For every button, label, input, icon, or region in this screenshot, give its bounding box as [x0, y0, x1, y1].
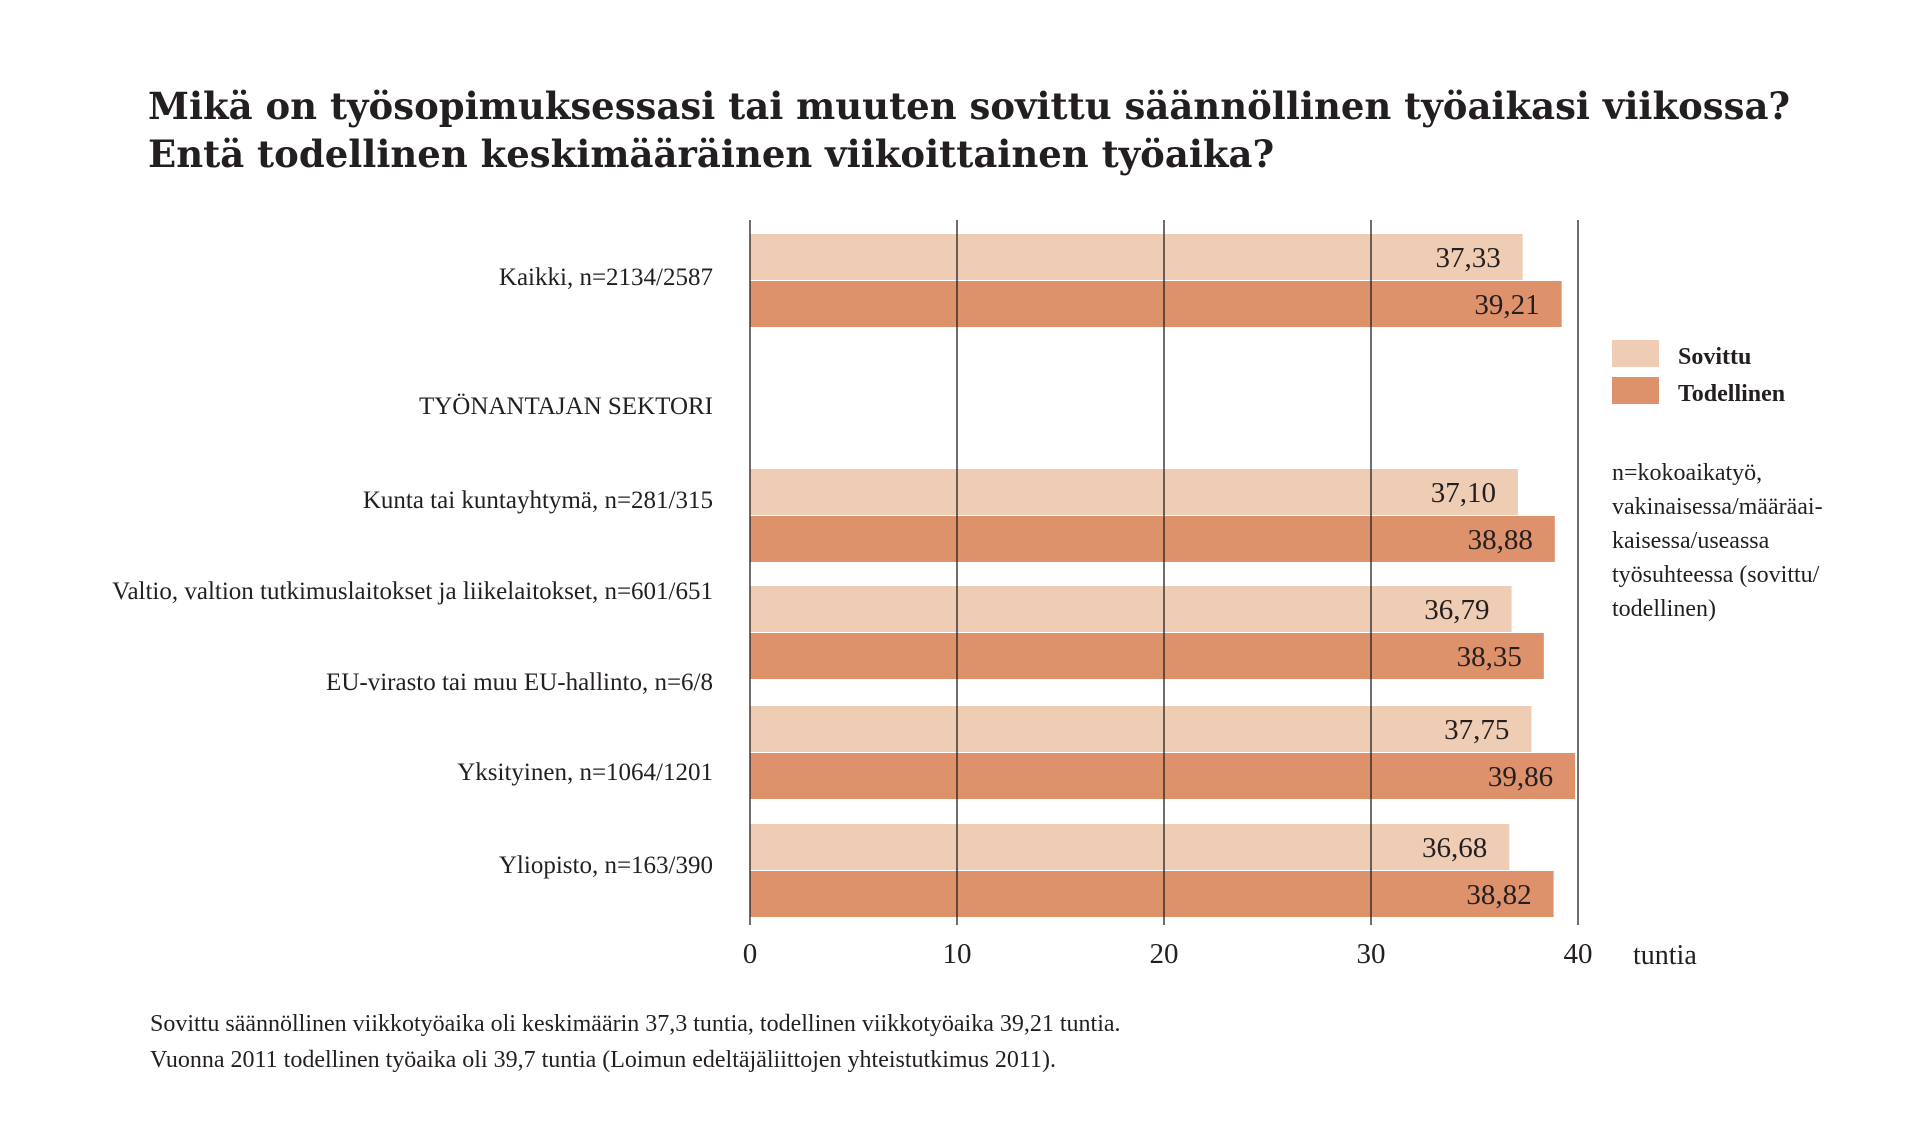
- legend-swatch: [1612, 377, 1659, 404]
- x-tick-label: 20: [1150, 938, 1179, 970]
- x-tick-label: 10: [943, 938, 972, 970]
- bar-todellinen: [750, 281, 1562, 327]
- note-line: vakinaisessa/määräai-: [1612, 494, 1823, 520]
- x-axis-unit-label: tuntia: [1633, 940, 1697, 971]
- x-tick-label: 0: [743, 938, 758, 970]
- note-line: n=kokoaikatyö,: [1612, 460, 1763, 486]
- data-label: 39,21: [1474, 289, 1539, 321]
- note-line: kaisessa/useassa: [1612, 528, 1770, 554]
- category-label: Kunta tai kuntayhtymä, n=281/315: [363, 487, 713, 514]
- chart-title: Mikä on työsopimuksessasi tai muuten sov…: [148, 82, 1790, 178]
- note-line: työsuhteessa (sovittu/: [1612, 562, 1820, 588]
- bar-sovittu: [750, 586, 1512, 632]
- footer-line: Vuonna 2011 todellinen työaika oli 39,7 …: [150, 1047, 1056, 1073]
- x-tick-label: 40: [1564, 938, 1593, 970]
- footer-line: Sovittu säännöllinen viikkotyöaika oli k…: [150, 1011, 1121, 1037]
- x-tick-label: 30: [1357, 938, 1386, 970]
- category-label: Yksityinen, n=1064/1201: [457, 759, 713, 786]
- category-label: Valtio, valtion tutkimuslaitokset ja lii…: [112, 578, 713, 605]
- bar-todellinen: [750, 871, 1554, 917]
- category-label: Yliopisto, n=163/390: [499, 852, 713, 879]
- data-label: 38,82: [1466, 879, 1531, 911]
- bar-todellinen: [750, 516, 1555, 562]
- bar-todellinen: [750, 753, 1576, 799]
- category-label: Kaikki, n=2134/2587: [499, 264, 713, 291]
- data-label: 37,10: [1431, 477, 1496, 509]
- category-label: EU-virasto tai muu EU-hallinto, n=6/8: [326, 669, 713, 696]
- legend-swatch: [1612, 340, 1659, 367]
- data-label: 38,35: [1457, 641, 1522, 673]
- sample-size-note: n=kokoaikatyö, vakinaisessa/määräai- kai…: [1612, 456, 1892, 626]
- data-label: 38,88: [1468, 524, 1533, 556]
- chart-title-line: Mikä on työsopimuksessasi tai muuten sov…: [148, 84, 1791, 128]
- section-label: TYÖNANTAJAN SEKTORI: [419, 393, 713, 420]
- data-label: 36,68: [1422, 832, 1487, 864]
- footer-text: Sovittu säännöllinen viikkotyöaika oli k…: [150, 1006, 1121, 1078]
- data-label: 37,33: [1435, 242, 1500, 274]
- legend-label: Todellinen: [1678, 381, 1785, 407]
- data-label: 39,86: [1488, 761, 1553, 793]
- bar-sovittu: [750, 824, 1510, 870]
- data-label: 37,75: [1444, 714, 1509, 746]
- legend-label: Sovittu: [1678, 344, 1751, 370]
- bar-todellinen: [750, 633, 1544, 679]
- data-label: 36,79: [1424, 594, 1489, 626]
- chart-title-line: Entä todellinen keskimääräinen viikoitta…: [148, 132, 1275, 176]
- bar-sovittu: [750, 234, 1523, 280]
- bar-sovittu: [750, 706, 1532, 752]
- bar-sovittu: [750, 469, 1518, 515]
- note-line: todellinen): [1612, 596, 1716, 622]
